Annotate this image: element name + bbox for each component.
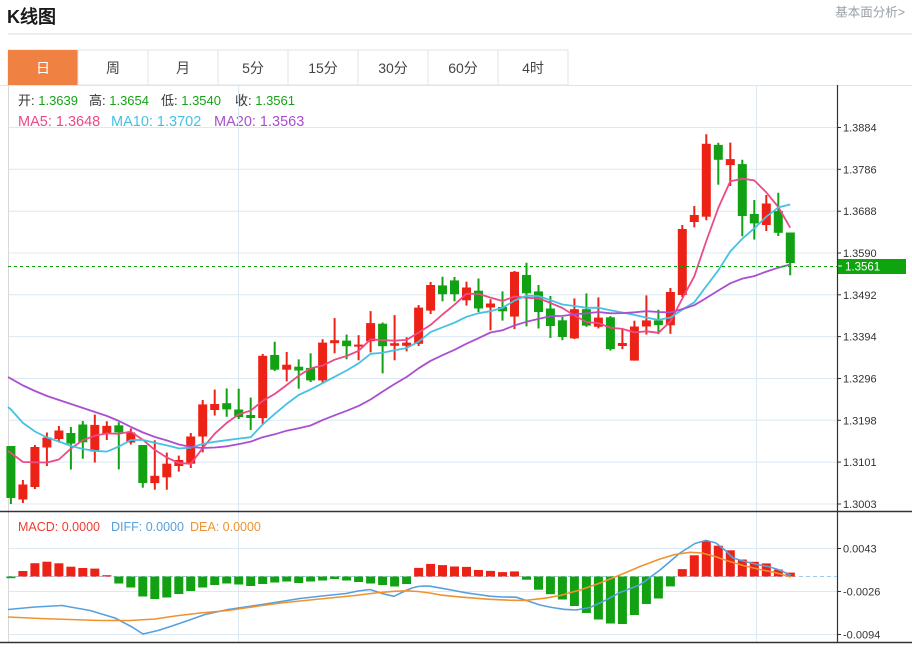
svg-text:基本面分析>: 基本面分析> bbox=[835, 6, 905, 20]
svg-text:DEA: 0.0000: DEA: 0.0000 bbox=[190, 520, 261, 534]
svg-text:30分: 30分 bbox=[378, 60, 408, 76]
svg-text:高: 1.3654: 高: 1.3654 bbox=[89, 93, 149, 108]
svg-text:MA20: 1.3563: MA20: 1.3563 bbox=[214, 114, 304, 130]
svg-text:开: 1.3639: 开: 1.3639 bbox=[18, 93, 78, 108]
svg-text:5分: 5分 bbox=[242, 60, 264, 76]
svg-text:收: 1.3561: 收: 1.3561 bbox=[235, 93, 295, 108]
svg-text:15分: 15分 bbox=[308, 60, 338, 76]
svg-text:1.3786: 1.3786 bbox=[843, 164, 877, 176]
svg-text:1.3198: 1.3198 bbox=[843, 415, 877, 427]
svg-text:周: 周 bbox=[106, 60, 120, 76]
svg-text:低: 1.3540: 低: 1.3540 bbox=[161, 93, 221, 108]
svg-text:K线图: K线图 bbox=[7, 6, 56, 27]
svg-text:-0.0026: -0.0026 bbox=[843, 587, 880, 599]
svg-text:1.3688: 1.3688 bbox=[843, 206, 877, 218]
svg-text:DIFF: 0.0000: DIFF: 0.0000 bbox=[111, 520, 184, 534]
svg-text:60分: 60分 bbox=[448, 60, 478, 76]
svg-text:1.3101: 1.3101 bbox=[843, 457, 877, 469]
svg-text:1.3394: 1.3394 bbox=[843, 332, 877, 344]
svg-text:月: 月 bbox=[176, 60, 190, 76]
svg-text:1.3003: 1.3003 bbox=[843, 499, 877, 511]
svg-text:-0.0094: -0.0094 bbox=[843, 630, 880, 642]
svg-text:1.3590: 1.3590 bbox=[843, 248, 877, 260]
svg-text:MACD: 0.0000: MACD: 0.0000 bbox=[18, 520, 100, 534]
svg-text:MA5: 1.3648: MA5: 1.3648 bbox=[18, 114, 100, 130]
svg-text:4时: 4时 bbox=[522, 60, 544, 76]
svg-text:MA10: 1.3702: MA10: 1.3702 bbox=[111, 114, 201, 130]
svg-text:1.3884: 1.3884 bbox=[843, 123, 877, 135]
svg-text:日: 日 bbox=[36, 60, 50, 76]
svg-text:1.3492: 1.3492 bbox=[843, 290, 877, 302]
svg-text:0.0043: 0.0043 bbox=[843, 544, 877, 556]
svg-text:1.3561: 1.3561 bbox=[845, 261, 880, 273]
svg-text:1.3296: 1.3296 bbox=[843, 374, 877, 386]
